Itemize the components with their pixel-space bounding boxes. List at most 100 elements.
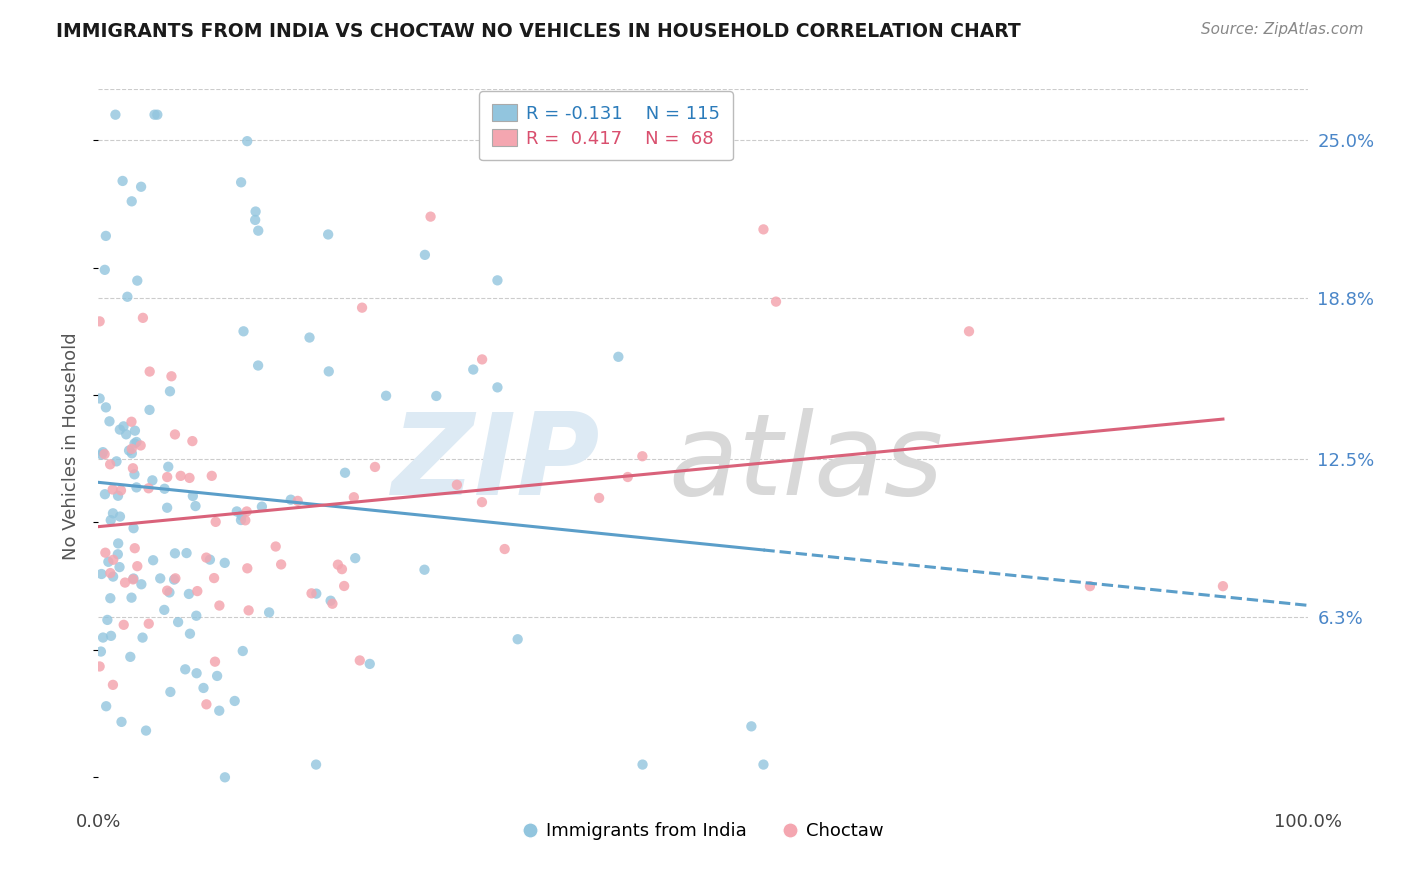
Point	[129, 179, 152, 194]
Point	[122, 572, 145, 586]
Point	[111, 174, 134, 188]
Point	[201, 468, 224, 483]
Point	[120, 649, 142, 664]
Point	[121, 591, 143, 605]
Point	[471, 495, 494, 509]
Point	[163, 427, 186, 442]
Point	[463, 362, 485, 376]
Point	[413, 248, 436, 262]
Point	[121, 415, 143, 429]
Point	[174, 662, 197, 676]
Point	[257, 606, 280, 620]
Point	[236, 134, 259, 148]
Legend: Immigrants from India, Choctaw: Immigrants from India, Choctaw	[515, 815, 891, 847]
Point	[138, 403, 160, 417]
Point	[264, 540, 287, 554]
Point	[94, 487, 117, 501]
Point	[236, 561, 259, 575]
Point	[225, 504, 247, 518]
Point	[108, 560, 131, 574]
Point	[93, 447, 115, 461]
Point	[198, 552, 221, 566]
Point	[159, 685, 181, 699]
Point	[446, 478, 468, 492]
Point	[588, 491, 610, 505]
Point	[138, 616, 160, 631]
Point	[205, 669, 228, 683]
Point	[89, 659, 111, 673]
Point	[193, 681, 215, 695]
Point	[184, 499, 207, 513]
Point	[110, 483, 132, 498]
Point	[122, 521, 145, 535]
Point	[494, 542, 516, 557]
Point	[101, 569, 124, 583]
Point	[159, 384, 181, 399]
Y-axis label: No Vehicles in Household: No Vehicles in Household	[62, 332, 80, 560]
Point	[243, 213, 266, 227]
Point	[957, 324, 980, 338]
Point	[186, 608, 208, 623]
Point	[143, 108, 166, 122]
Point	[101, 678, 124, 692]
Point	[316, 227, 339, 242]
Point	[121, 194, 143, 209]
Point	[195, 550, 218, 565]
Point	[129, 438, 152, 452]
Point	[298, 330, 321, 344]
Point	[90, 567, 112, 582]
Text: IMMIGRANTS FROM INDIA VS CHOCTAW NO VEHICLES IN HOUSEHOLD CORRELATION CHART: IMMIGRANTS FROM INDIA VS CHOCTAW NO VEHI…	[56, 22, 1021, 41]
Point	[208, 704, 231, 718]
Point	[132, 310, 155, 325]
Point	[90, 448, 112, 462]
Point	[616, 470, 638, 484]
Point	[186, 666, 208, 681]
Point	[333, 466, 356, 480]
Point	[153, 482, 176, 496]
Point	[156, 583, 179, 598]
Point	[163, 546, 186, 560]
Point	[146, 108, 169, 122]
Point	[157, 459, 180, 474]
Point	[305, 587, 328, 601]
Point	[104, 108, 127, 122]
Point	[131, 631, 153, 645]
Point	[359, 657, 381, 671]
Point	[229, 513, 252, 527]
Point	[177, 587, 200, 601]
Point	[486, 273, 509, 287]
Point	[163, 573, 186, 587]
Point	[89, 392, 111, 406]
Point	[375, 389, 398, 403]
Text: Source: ZipAtlas.com: Source: ZipAtlas.com	[1201, 22, 1364, 37]
Point	[165, 571, 187, 585]
Point	[96, 699, 118, 714]
Point	[471, 352, 494, 367]
Point	[305, 757, 328, 772]
Point	[121, 446, 143, 460]
Point	[94, 263, 117, 277]
Point	[231, 508, 253, 523]
Point	[1212, 579, 1234, 593]
Point	[232, 644, 254, 658]
Point	[179, 471, 201, 485]
Point	[179, 626, 201, 640]
Point	[125, 434, 148, 449]
Point	[326, 558, 349, 572]
Point	[149, 571, 172, 585]
Point	[270, 558, 292, 572]
Point	[247, 359, 270, 373]
Point	[107, 489, 129, 503]
Point	[98, 566, 121, 580]
Point	[160, 369, 183, 384]
Point	[94, 401, 117, 415]
Point	[118, 443, 141, 458]
Text: atlas: atlas	[668, 409, 943, 519]
Point	[127, 274, 149, 288]
Point	[176, 546, 198, 560]
Point	[124, 467, 146, 482]
Point	[91, 631, 114, 645]
Point	[108, 423, 131, 437]
Point	[100, 629, 122, 643]
Point	[181, 434, 204, 449]
